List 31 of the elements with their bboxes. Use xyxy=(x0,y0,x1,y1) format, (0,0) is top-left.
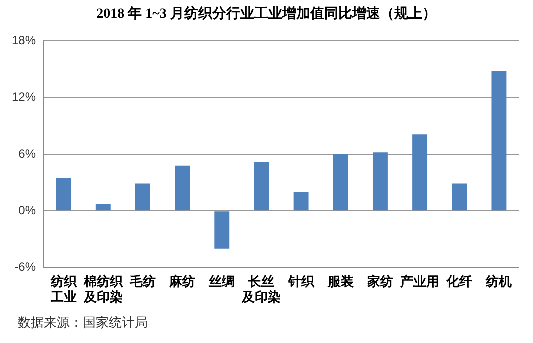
x-tick-label: 长丝及印染 xyxy=(241,274,282,306)
y-tick-label: 18% xyxy=(12,34,36,48)
bar xyxy=(294,192,309,211)
bar xyxy=(214,212,230,249)
source-note: 数据来源：国家统计局 xyxy=(18,315,148,332)
x-tick-label: 棉纺织及印染 xyxy=(82,274,124,306)
x-tick-label: 产业用 xyxy=(400,274,440,290)
x-tick-label: 家纺 xyxy=(366,274,394,290)
bar xyxy=(333,154,348,211)
bar xyxy=(135,184,150,211)
x-tick-label: 服装 xyxy=(326,274,354,290)
x-tick-label: 毛纺 xyxy=(128,274,156,290)
x-tick-label: 麻纺 xyxy=(168,274,196,290)
y-tick-label: 6% xyxy=(18,146,36,161)
bar xyxy=(412,134,428,211)
bar xyxy=(175,166,190,211)
y-tick-label: 0% xyxy=(18,203,36,218)
x-tick-label: 针织 xyxy=(287,274,316,290)
bar xyxy=(372,152,388,211)
chart-title: 2018 年 1~3 月纺织分行业工业增加值同比增速（规上） xyxy=(96,5,438,24)
x-tick-label: 化纤 xyxy=(446,274,473,290)
x-tick-label: 丝绸 xyxy=(208,274,236,290)
y-tick-label: -6% xyxy=(14,260,36,274)
y-tick-label: 12% xyxy=(12,90,36,104)
x-tick-label: 纺织工业 xyxy=(50,274,78,306)
bar xyxy=(96,204,111,211)
bar xyxy=(56,178,72,211)
bar xyxy=(452,184,468,211)
bar xyxy=(492,71,507,211)
x-tick-label: 纺机 xyxy=(485,274,512,290)
bar xyxy=(254,162,270,211)
